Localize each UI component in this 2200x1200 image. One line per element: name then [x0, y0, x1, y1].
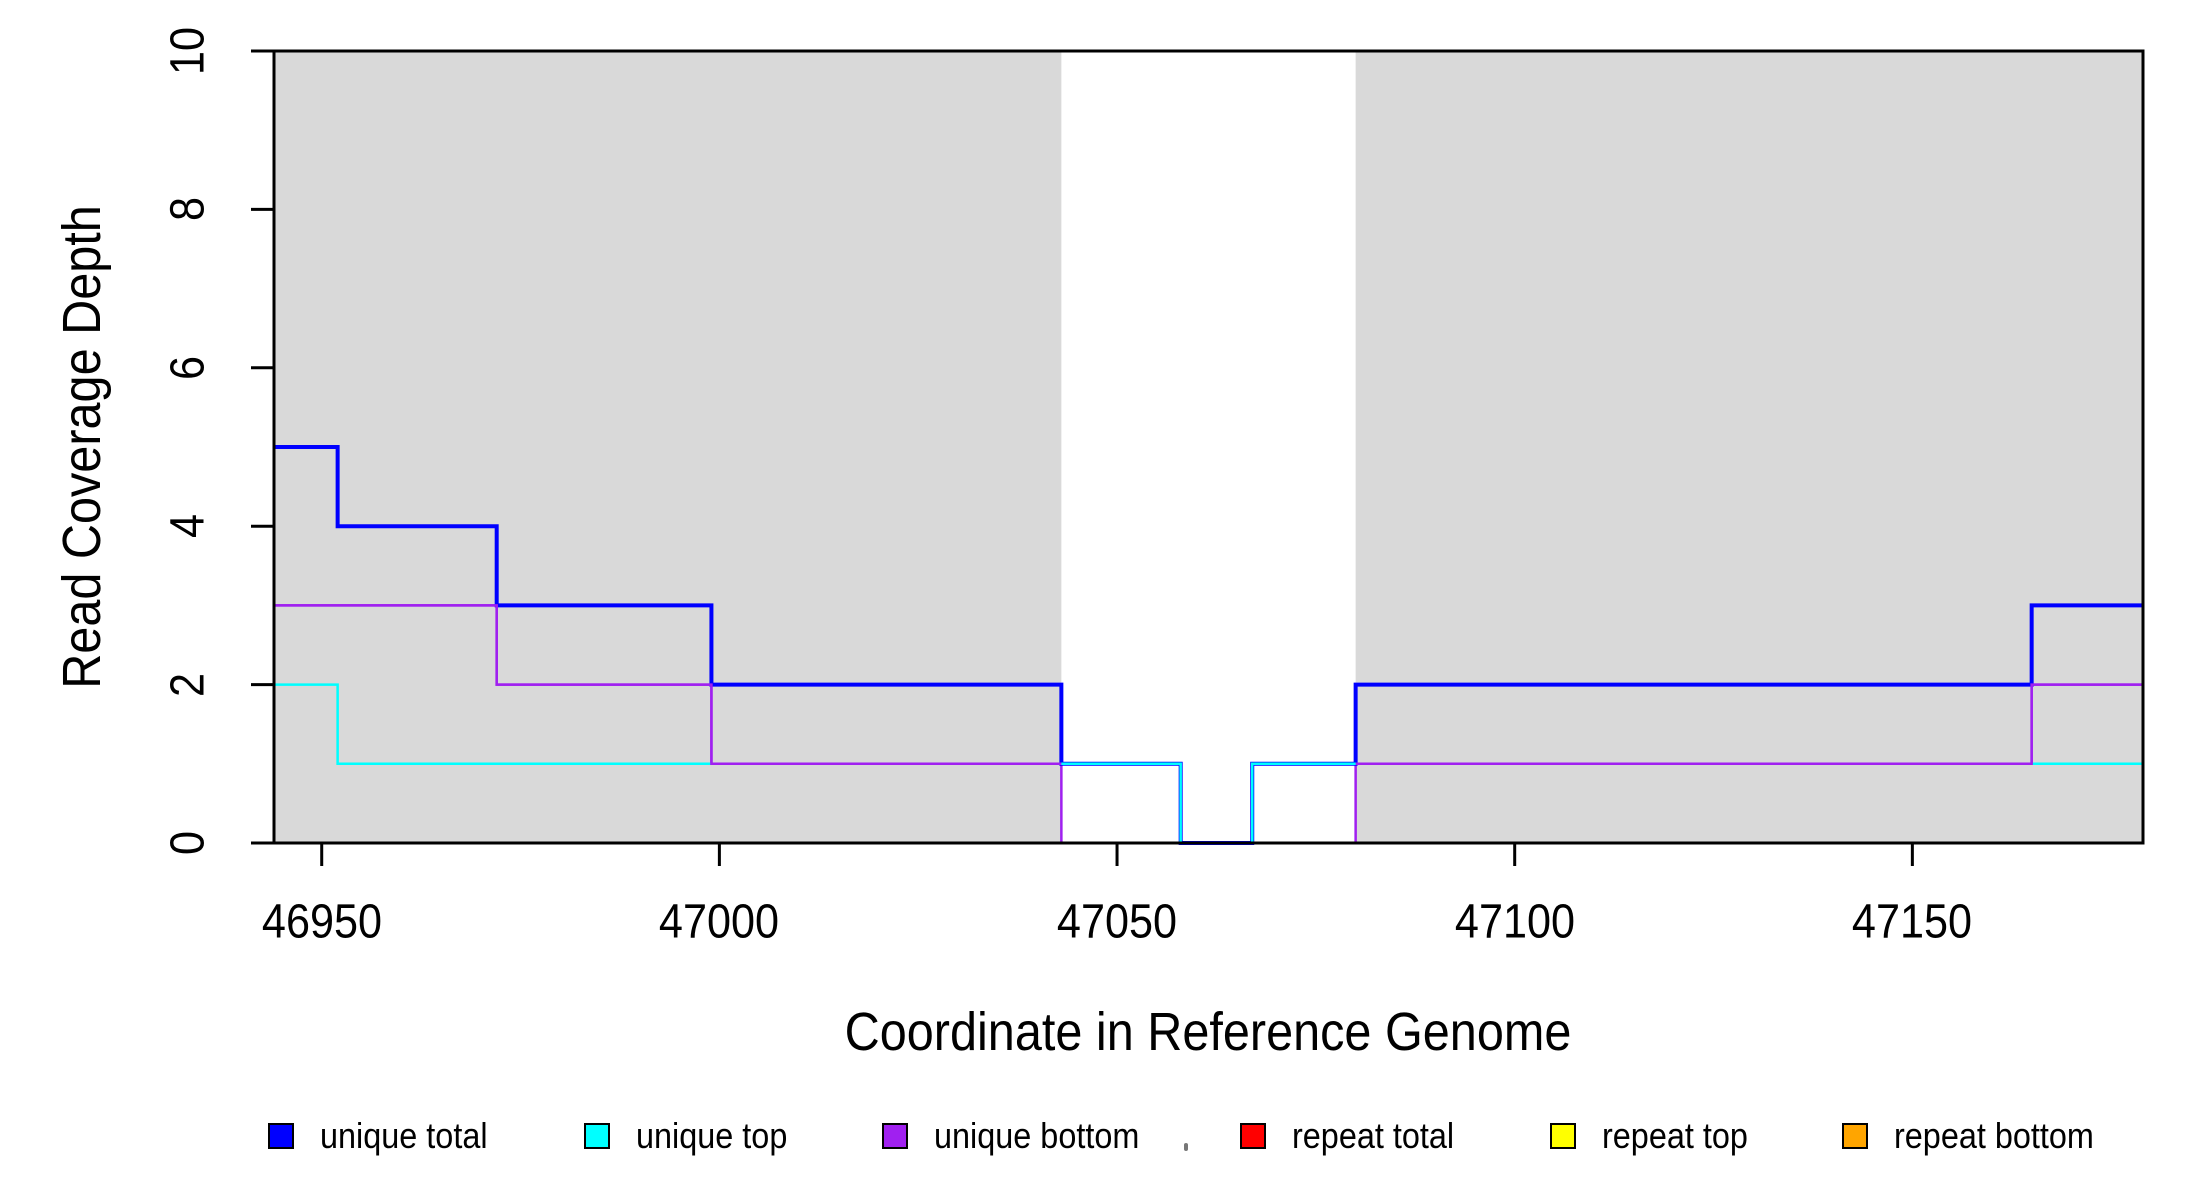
legend-swatch — [881, 1123, 908, 1149]
chart-legend: unique total unique top unique bottom repea… — [268, 1108, 2116, 1164]
shaded-region — [1355, 51, 2143, 843]
y-tick-label: 0 — [161, 830, 215, 856]
x-tick-label: 47050 — [1056, 895, 1178, 949]
y-tick-label: 6 — [161, 355, 215, 380]
series-line-unique-bottom — [274, 604, 1062, 766]
legend-label: unique top — [635, 1115, 788, 1156]
legend-item: unique bottom — [881, 1115, 1162, 1157]
y-tick-label: 8 — [161, 197, 215, 222]
series-line-unique-bottom — [1355, 683, 2143, 766]
legend-label: unique bottom — [933, 1115, 1140, 1156]
legend-label: repeat top — [1601, 1115, 1748, 1156]
legend-item: unique total — [268, 1115, 506, 1157]
legend-swatch — [1549, 1123, 1576, 1149]
legend-item: repeat bottom — [1841, 1115, 2116, 1157]
legend-item: repeat top — [1549, 1115, 1764, 1157]
shaded-region — [274, 51, 1062, 843]
legend-item: unique top — [583, 1115, 804, 1157]
plot-border — [272, 49, 2145, 845]
legend-swatch — [583, 1123, 610, 1149]
legend-item: repeat total — [1239, 1115, 1472, 1157]
x-tick-label: 47150 — [1852, 895, 1973, 949]
legend-label: repeat total — [1291, 1115, 1455, 1156]
y-axis-title: Read Coverage Depth — [52, 205, 112, 689]
y-tick-label: 10 — [161, 26, 215, 76]
x-axis-title: Coordinate in Reference Genome — [844, 1002, 1572, 1062]
legend-swatch — [1841, 1123, 1868, 1149]
legend-label: repeat bottom — [1893, 1115, 2094, 1156]
legend-swatch — [1239, 1123, 1266, 1149]
series-line-unique-top — [274, 683, 2143, 845]
legend-swatch — [268, 1123, 294, 1149]
y-tick-label: 2 — [161, 672, 215, 697]
x-tick-label: 47100 — [1454, 895, 1575, 949]
y-tick-label: 4 — [161, 514, 215, 539]
legend-label: unique total — [320, 1115, 488, 1156]
x-tick-label: 47000 — [659, 895, 780, 949]
stray-dot-artifact — [1184, 1143, 1188, 1151]
x-tick-label: 46950 — [261, 895, 382, 949]
